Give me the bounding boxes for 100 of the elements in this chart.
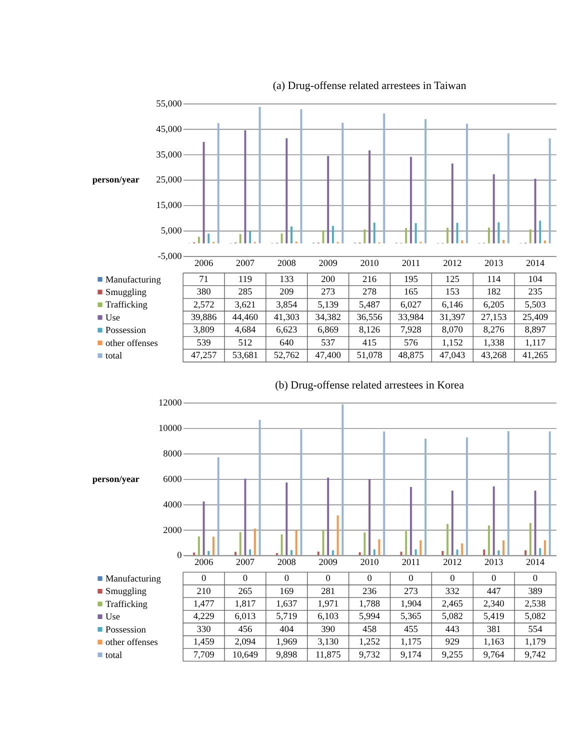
- data-label: 0: [201, 574, 206, 584]
- data-label: 236: [362, 586, 377, 597]
- data-label: 34,382: [315, 313, 342, 324]
- data-label: 1,477: [193, 599, 215, 610]
- chart-title: (a) Drug-offense related arrestees in Taiwan: [272, 80, 467, 92]
- data-label: 6,013: [234, 612, 256, 622]
- data-label: 133: [280, 274, 294, 285]
- data-label: 0: [326, 574, 331, 584]
- data-label: 458: [362, 624, 377, 635]
- data-label: 9,732: [359, 650, 380, 660]
- legend-label: total: [106, 650, 122, 661]
- data-label: 7,928: [400, 326, 422, 336]
- data-label: 273: [404, 586, 418, 597]
- data-label: 7,709: [193, 650, 215, 660]
- data-label: 41,265: [522, 351, 548, 362]
- data-label: 47,257: [190, 351, 217, 362]
- data-label: 10,649: [232, 650, 258, 660]
- x-tick-label: 2012: [443, 258, 462, 269]
- data-label: 929: [445, 638, 460, 648]
- y-tick-label: 10000: [158, 424, 182, 434]
- data-label: 447: [486, 586, 502, 597]
- data-label: 3,854: [276, 300, 298, 310]
- data-label: 216: [362, 274, 377, 285]
- data-label: 1,788: [359, 599, 380, 610]
- x-tick-label: 2007: [236, 258, 255, 269]
- y-tick-label: 8000: [163, 449, 182, 460]
- x-tick-label: 2009: [318, 558, 338, 568]
- data-label: 11,875: [315, 650, 342, 660]
- data-label: 25,409: [522, 313, 548, 324]
- legend-label: other offenses: [106, 338, 158, 349]
- data-label: 5,082: [524, 612, 546, 622]
- data-label: 8,126: [359, 326, 380, 336]
- data-label: 512: [238, 338, 253, 348]
- data-label: 165: [404, 288, 418, 298]
- data-label: 0: [284, 574, 290, 584]
- data-label: 210: [196, 586, 212, 597]
- legend-label: Trafficking: [106, 600, 148, 610]
- legend-label: other offenses: [106, 638, 158, 648]
- data-label: 9,742: [524, 650, 546, 660]
- data-label: 265: [238, 586, 253, 597]
- data-label: 330: [196, 624, 212, 635]
- data-label: 1,817: [234, 599, 256, 610]
- data-label: 1,252: [359, 638, 380, 648]
- legend-label: total: [106, 352, 122, 362]
- legend-label: Manufacturing: [106, 574, 162, 584]
- data-label: 5,503: [524, 300, 546, 310]
- data-label: 6,623: [276, 326, 298, 336]
- x-tick-label: 2008: [277, 258, 296, 269]
- data-label: 48,875: [398, 351, 424, 362]
- data-label: 2,572: [193, 300, 215, 310]
- legend-label: Manufacturing: [106, 275, 162, 286]
- data-label: 53,681: [232, 351, 258, 362]
- data-label: 209: [280, 288, 294, 298]
- data-label: 44,460: [232, 313, 258, 324]
- data-label: 332: [445, 586, 460, 597]
- data-label: 195: [404, 274, 418, 285]
- legend-label: Smuggling: [106, 288, 147, 298]
- data-label: 443: [445, 624, 460, 635]
- data-label: 4,229: [193, 612, 215, 622]
- data-label: 153: [445, 288, 460, 298]
- data-label: 3,130: [318, 638, 339, 648]
- data-label: 5,082: [442, 612, 464, 622]
- data-label: 1,904: [400, 599, 422, 610]
- data-label: 6,869: [318, 326, 339, 336]
- data-label: 235: [528, 288, 543, 298]
- y-tick-label: 35,000: [156, 150, 182, 160]
- data-label: 273: [321, 288, 336, 298]
- legend-label: Use: [106, 612, 120, 623]
- y-tick-label: 55,000: [156, 99, 182, 110]
- data-label: 1,459: [193, 638, 215, 648]
- data-label: 281: [321, 586, 336, 597]
- legend-label: Possession: [106, 326, 146, 336]
- data-label: 455: [404, 624, 418, 635]
- data-label: 380: [196, 288, 212, 298]
- data-label: 114: [487, 274, 501, 285]
- data-label: 182: [486, 288, 502, 298]
- x-tick-label: 2006: [194, 258, 214, 269]
- data-label: 0: [408, 574, 414, 584]
- data-label: 8,276: [483, 326, 505, 336]
- legend-label: Trafficking: [106, 300, 148, 311]
- data-label: 1,969: [276, 638, 298, 648]
- y-tick-label: 12000: [158, 398, 182, 409]
- data-label: 169: [280, 586, 294, 597]
- data-label: 381: [486, 624, 502, 635]
- x-tick-label: 2013: [484, 558, 504, 568]
- x-tick-label: 2011: [402, 258, 420, 269]
- data-label: 6,205: [483, 300, 505, 310]
- data-label: 415: [362, 338, 377, 348]
- data-label: 104: [528, 274, 543, 285]
- data-label: 1,971: [318, 599, 339, 610]
- data-label: 5,719: [276, 612, 298, 622]
- data-label: 0: [367, 574, 372, 584]
- data-label: 390: [321, 624, 336, 635]
- y-tick-label: 5,000: [160, 226, 182, 237]
- data-label: 39,886: [190, 313, 217, 324]
- data-label: 2,094: [234, 638, 256, 648]
- x-tick-label: 2008: [277, 558, 296, 568]
- data-label: 2,465: [442, 599, 464, 610]
- y-tick-label: 2000: [163, 526, 182, 536]
- data-label: 5,419: [483, 612, 505, 622]
